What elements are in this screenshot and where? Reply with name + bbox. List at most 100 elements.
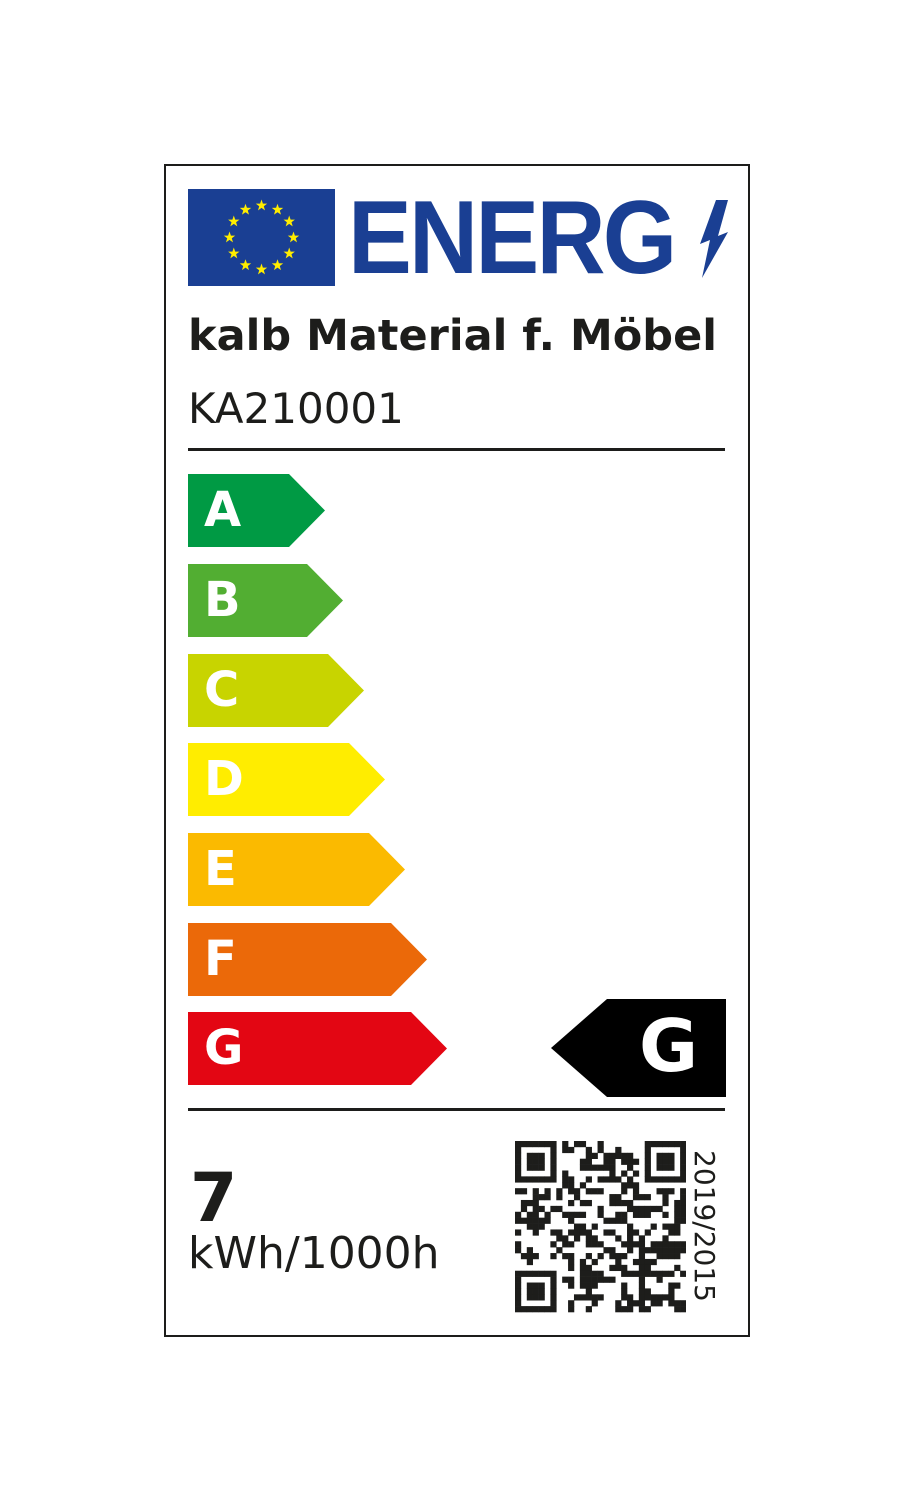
qr-module bbox=[568, 1146, 575, 1154]
qr-module bbox=[515, 1300, 522, 1307]
qr-module bbox=[550, 1294, 557, 1301]
scale-bar-d: D bbox=[188, 743, 385, 816]
qr-module bbox=[644, 1247, 651, 1254]
qr-module bbox=[573, 1194, 581, 1201]
qr-module bbox=[603, 1229, 610, 1236]
qr-code-icon[interactable] bbox=[515, 1141, 686, 1313]
qr-module bbox=[674, 1211, 681, 1218]
qr-module bbox=[668, 1300, 675, 1307]
qr-module bbox=[668, 1270, 675, 1277]
qr-module bbox=[544, 1194, 551, 1201]
qr-module bbox=[568, 1300, 575, 1307]
qr-module bbox=[603, 1152, 610, 1159]
qr-module bbox=[668, 1141, 675, 1148]
qr-module bbox=[609, 1152, 616, 1159]
qr-module bbox=[585, 1294, 592, 1301]
qr-module bbox=[532, 1176, 539, 1183]
qr-module bbox=[515, 1306, 522, 1313]
qr-module bbox=[674, 1217, 681, 1224]
qr-module bbox=[573, 1211, 581, 1218]
qr-module bbox=[650, 1205, 657, 1213]
qr-module bbox=[668, 1247, 675, 1254]
qr-module bbox=[591, 1270, 598, 1277]
qr-module bbox=[526, 1282, 533, 1289]
qr-module bbox=[585, 1235, 592, 1242]
qr-module bbox=[562, 1146, 569, 1154]
qr-module bbox=[644, 1176, 651, 1183]
qr-module bbox=[632, 1229, 640, 1236]
qr-module bbox=[532, 1306, 539, 1313]
qr-module bbox=[515, 1288, 522, 1295]
qr-module bbox=[621, 1217, 628, 1224]
qr-module bbox=[591, 1258, 598, 1266]
qr-module bbox=[538, 1194, 545, 1201]
qr-module bbox=[627, 1223, 634, 1230]
qr-module bbox=[662, 1235, 669, 1242]
qr-module bbox=[591, 1282, 598, 1289]
qr-module bbox=[532, 1217, 539, 1224]
qr-module bbox=[621, 1199, 628, 1207]
qr-module bbox=[591, 1235, 598, 1242]
qr-module bbox=[638, 1253, 646, 1260]
qr-module bbox=[579, 1276, 587, 1283]
qr-module bbox=[526, 1288, 533, 1295]
qr-module bbox=[674, 1241, 681, 1248]
qr-module bbox=[526, 1158, 533, 1165]
qr-module bbox=[603, 1247, 610, 1254]
qr-module bbox=[532, 1205, 539, 1213]
qr-module bbox=[556, 1229, 563, 1236]
scale-bar-e: E bbox=[188, 833, 405, 906]
qr-module bbox=[515, 1170, 522, 1177]
qr-module bbox=[638, 1205, 646, 1213]
qr-module bbox=[662, 1188, 669, 1195]
qr-module bbox=[538, 1223, 545, 1230]
qr-module bbox=[680, 1158, 686, 1165]
qr-module bbox=[644, 1294, 651, 1301]
qr-module bbox=[656, 1164, 663, 1171]
qr-module bbox=[621, 1294, 628, 1301]
qr-module bbox=[621, 1288, 628, 1295]
qr-module bbox=[615, 1152, 622, 1159]
qr-module bbox=[550, 1141, 557, 1148]
qr-module bbox=[621, 1282, 628, 1289]
qr-module bbox=[532, 1270, 539, 1277]
consumption-unit: kWh/1000h bbox=[188, 1228, 440, 1279]
qr-module bbox=[520, 1217, 528, 1224]
qr-module bbox=[615, 1199, 622, 1207]
qr-module bbox=[656, 1247, 663, 1254]
qr-module bbox=[680, 1247, 686, 1254]
qr-module bbox=[515, 1176, 522, 1183]
qr-module bbox=[585, 1146, 592, 1154]
qr-module bbox=[515, 1188, 522, 1195]
qr-module bbox=[680, 1270, 686, 1277]
qr-module bbox=[515, 1217, 522, 1224]
qr-module bbox=[579, 1270, 587, 1277]
qr-module bbox=[662, 1176, 669, 1183]
qr-module bbox=[668, 1253, 675, 1260]
qr-module bbox=[627, 1270, 634, 1277]
qr-module bbox=[644, 1141, 651, 1148]
flag-star bbox=[223, 231, 236, 243]
qr-module bbox=[573, 1235, 581, 1242]
qr-module bbox=[609, 1199, 616, 1207]
qr-module bbox=[627, 1205, 634, 1213]
qr-module bbox=[656, 1276, 663, 1283]
qr-module bbox=[609, 1229, 616, 1236]
qr-module bbox=[668, 1188, 675, 1195]
divider-top bbox=[188, 448, 725, 451]
qr-module bbox=[656, 1205, 663, 1213]
qr-module bbox=[638, 1235, 646, 1242]
qr-module bbox=[638, 1294, 646, 1301]
qr-module bbox=[538, 1152, 545, 1159]
qr-module bbox=[597, 1188, 604, 1195]
qr-module bbox=[597, 1164, 604, 1171]
qr-module bbox=[627, 1164, 634, 1171]
qr-module bbox=[568, 1253, 575, 1260]
qr-module bbox=[632, 1205, 640, 1213]
qr-module bbox=[680, 1188, 686, 1195]
qr-module bbox=[644, 1306, 651, 1313]
qr-module bbox=[650, 1300, 657, 1307]
qr-module bbox=[632, 1211, 640, 1218]
flag-star bbox=[239, 203, 252, 215]
qr-module bbox=[585, 1152, 592, 1159]
